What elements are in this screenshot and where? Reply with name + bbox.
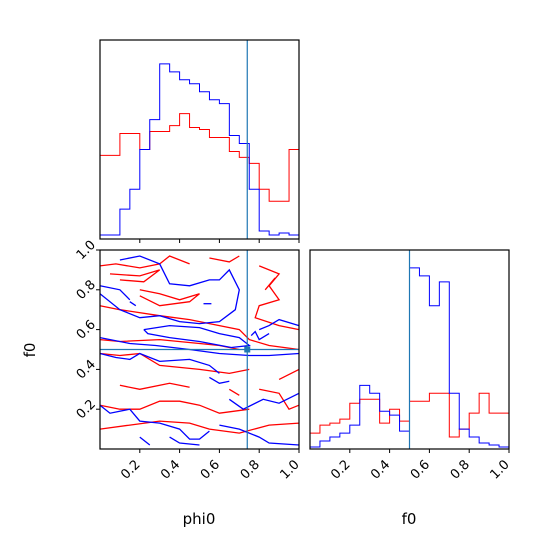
x-tick-label-0: 0.2: [328, 457, 353, 482]
joint-red-contour-12: [278, 368, 300, 380]
f0-hist-frame: [309, 249, 510, 450]
joint-blue-contour-3: [99, 336, 300, 357]
joint-red-contour-3: [99, 305, 300, 351]
joint-blue-contour-6: [209, 376, 230, 384]
joint-blue-contour-14: [250, 330, 270, 341]
y-axis-label-f0: f0: [21, 343, 39, 358]
joint-red-contour-8: [99, 420, 300, 434]
y-tick-label-0: 0.2: [74, 397, 99, 422]
x-tick-label-2: 0.6: [198, 457, 223, 482]
joint-y-ticks: 0.2 0.4 0.6 0.8 1.0: [74, 238, 100, 422]
joint-frame: [99, 249, 300, 450]
x-tick-label-2: 0.6: [408, 457, 433, 482]
joint-blue-contour-10: [219, 424, 300, 446]
joint-red-contour-11: [264, 277, 276, 291]
joint-contour-marks: [99, 250, 300, 449]
x-tick-label-1: 0.4: [368, 457, 393, 482]
x-tick-label-4: 1.0: [487, 457, 512, 482]
x-axis-label-f0: f0: [402, 510, 417, 528]
phi0-histogram-marks: [99, 40, 299, 239]
joint-red-contour-0: [99, 255, 190, 269]
y-tick-label-4: 1.0: [74, 238, 99, 263]
x-tick-label-1: 0.4: [158, 457, 183, 482]
f0-histogram-marks: [309, 250, 509, 449]
f0-hist-x-ticks: 0.2 0.4 0.6 0.8 1.0: [328, 449, 513, 483]
x-axis-label-phi0: phi0: [183, 510, 216, 528]
joint-red-contour-10: [254, 265, 300, 331]
y-tick-label-3: 0.8: [74, 278, 99, 303]
panel-joint: 0.2 0.4 0.6 0.8 1.0 0.2 0.4 0.6 0.8 1.0: [74, 238, 303, 483]
joint-red-contour-14: [228, 388, 240, 396]
joint-blue-contour-12: [129, 301, 137, 307]
joint-blue-contour-0: [99, 255, 240, 325]
panel-f0-hist: 0.2 0.4 0.6 0.8 1.0: [309, 249, 513, 483]
phi0-hist-red-series: [99, 113, 299, 239]
joint-blue-contour-9: [169, 436, 200, 446]
x-tick-label-3: 0.8: [238, 457, 263, 482]
x-tick-label-3: 0.8: [448, 457, 473, 482]
joint-blue-contour-4: [99, 352, 220, 374]
x-tick-label-4: 1.0: [277, 457, 302, 482]
joint-blue-contour-1: [99, 285, 131, 301]
joint-blue-contour-2: [143, 324, 251, 349]
phi0-hist-x-ticks: [139, 239, 300, 243]
joint-red-contour-5: [99, 352, 250, 375]
joint-red-contour-2: [139, 289, 200, 307]
x-tick-label-0: 0.2: [118, 457, 143, 482]
y-tick-label-2: 0.6: [74, 317, 99, 342]
joint-blue-contour-5: [258, 318, 300, 331]
joint-blue-contour-11: [228, 392, 300, 410]
joint-blue-contour-7: [99, 404, 210, 440]
joint-blue-contour-8: [139, 436, 151, 446]
panel-phi0-hist: [99, 39, 300, 240]
phi0-hist-blue-series: [99, 63, 299, 239]
joint-x-ticks: 0.2 0.4 0.6 0.8 1.0: [118, 449, 303, 483]
joint-red-contour-7: [99, 400, 250, 414]
y-tick-label-1: 0.4: [74, 357, 99, 382]
joint-truth-marker: [244, 346, 251, 353]
joint-red-contour-6: [119, 382, 190, 390]
joint-red-contour-9: [209, 255, 240, 263]
joint-red-contour-1: [109, 269, 161, 283]
phi0-hist-frame: [99, 39, 300, 240]
